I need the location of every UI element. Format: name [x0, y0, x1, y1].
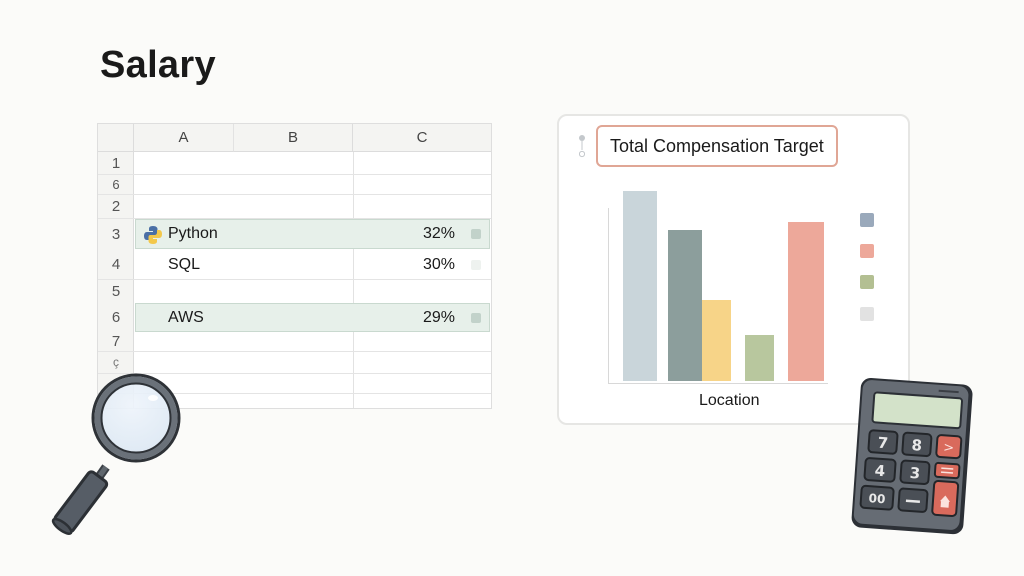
row-number: 7 — [111, 333, 121, 350]
column-label: A — [178, 129, 189, 146]
table-row[interactable]: 1 — [98, 152, 491, 175]
table-row[interactable]: 6 — [98, 175, 491, 195]
chart-title-text: Total Compensation Target — [610, 135, 824, 156]
legend-swatch[interactable] — [860, 244, 874, 258]
row-number: 6 — [111, 309, 121, 326]
row-number: 5 — [111, 283, 121, 300]
x-axis — [608, 383, 828, 384]
cell-c4[interactable]: 30% — [422, 256, 455, 273]
svg-text:3: 3 — [909, 464, 921, 483]
chart-card: Total Compensation Target Location — [557, 114, 910, 425]
column-header-c[interactable]: C — [353, 124, 491, 152]
legend-swatch[interactable] — [860, 307, 874, 321]
cell-c6[interactable]: 29% — [422, 309, 455, 326]
chart-bar[interactable] — [623, 191, 657, 381]
row-number: 4 — [111, 256, 121, 273]
calculator-icon: 7 8 > 4 3 00 — [851, 378, 973, 535]
status-indicator — [471, 260, 481, 270]
table-row[interactable]: 7 — [98, 332, 491, 352]
cell-a4[interactable]: SQL — [168, 256, 201, 273]
legend-swatch[interactable] — [860, 275, 874, 289]
column-label: C — [416, 129, 428, 146]
table-row[interactable]: 3 Python 32% — [98, 219, 491, 249]
row-number: 1 — [111, 155, 121, 172]
legend-swatch[interactable] — [860, 213, 874, 227]
y-axis — [608, 208, 609, 384]
row-highlight — [135, 219, 490, 249]
column-divider — [353, 152, 354, 408]
svg-text:4: 4 — [874, 462, 886, 481]
svg-text:00: 00 — [868, 491, 886, 506]
row-number: ç — [113, 355, 119, 369]
row-number: 2 — [111, 198, 121, 215]
magnifying-glass-icon — [51, 373, 181, 535]
svg-text:>: > — [943, 440, 955, 456]
cell-c3[interactable]: 32% — [422, 225, 455, 242]
row-number: 6 — [112, 177, 120, 192]
chart-bar[interactable] — [668, 230, 702, 381]
status-indicator — [471, 229, 481, 239]
chart-bar[interactable] — [788, 222, 824, 381]
chart-bar[interactable] — [745, 335, 774, 381]
row-number: 3 — [111, 226, 121, 243]
svg-text:8: 8 — [911, 436, 923, 455]
table-row[interactable]: 5 — [98, 280, 491, 303]
svg-text:7: 7 — [877, 434, 889, 453]
x-axis-label: Location — [699, 392, 760, 409]
toggle-icon[interactable] — [579, 134, 585, 158]
table-row[interactable] — [98, 374, 491, 394]
table-row[interactable]: 4 SQL 30% — [98, 249, 491, 280]
corner-cell[interactable] — [98, 124, 134, 152]
chart-title[interactable]: Total Compensation Target — [596, 125, 838, 167]
cell-a3[interactable]: Python — [168, 225, 218, 242]
chart-bar[interactable] — [702, 300, 731, 381]
table-row[interactable]: 2 — [98, 195, 491, 219]
status-indicator — [471, 313, 481, 323]
python-icon — [144, 226, 162, 244]
column-label: B — [287, 129, 298, 146]
spreadsheet[interactable]: A B C 1 6 2 3 Python 32% 4 SQL 30% 5 6 A… — [97, 123, 492, 409]
cell-a6[interactable]: AWS — [168, 309, 204, 326]
table-row[interactable]: ç — [98, 352, 491, 374]
column-header-b[interactable]: B — [234, 124, 353, 152]
row-highlight — [135, 303, 490, 332]
page-title: Salary — [100, 44, 216, 86]
column-header-a[interactable]: A — [134, 124, 234, 152]
table-row[interactable]: 6 AWS 29% — [98, 303, 491, 332]
